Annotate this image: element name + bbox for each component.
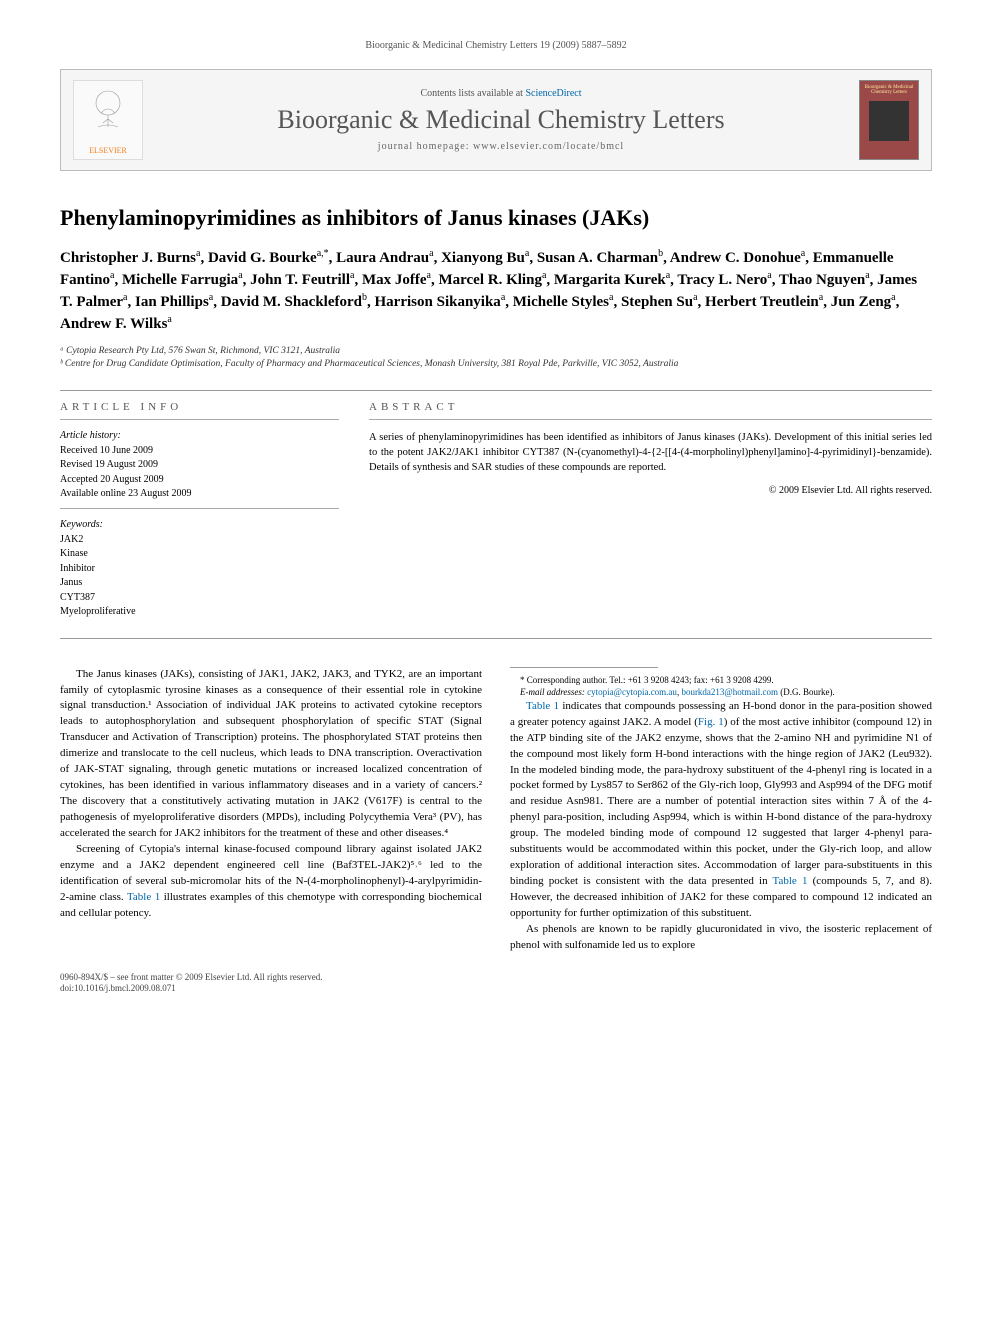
- journal-name: Bioorganic & Medicinal Chemistry Letters: [159, 105, 843, 135]
- sciencedirect-link[interactable]: ScienceDirect: [525, 88, 581, 99]
- history-accepted: Accepted 20 August 2009: [60, 473, 339, 488]
- elsevier-label: ELSEVIER: [89, 146, 127, 155]
- running-header: Bioorganic & Medicinal Chemistry Letters…: [60, 40, 932, 51]
- body-p4: As phenols are known to be rapidly glucu…: [510, 922, 932, 954]
- table1-link[interactable]: Table 1: [526, 700, 559, 712]
- rule-bottom: [60, 638, 932, 639]
- table1-link[interactable]: Table 1: [773, 875, 808, 887]
- affiliations: ᵃ Cytopia Research Pty Ltd, 576 Swan St,…: [60, 345, 932, 372]
- doi-line: doi:10.1016/j.bmcl.2009.08.071: [60, 983, 932, 995]
- abstract-text: A series of phenylaminopyrimidines has b…: [369, 430, 932, 476]
- abstract-column: ABSTRACT A series of phenylaminopyrimidi…: [369, 401, 932, 620]
- cover-image-placeholder: [869, 101, 909, 141]
- contents-available-line: Contents lists available at ScienceDirec…: [159, 88, 843, 99]
- front-matter-footer: 0960-894X/$ – see front matter © 2009 El…: [60, 972, 932, 995]
- masthead-center: Contents lists available at ScienceDirec…: [159, 88, 843, 152]
- abstract-heading: ABSTRACT: [369, 401, 932, 413]
- email-link-1[interactable]: cytopia@cytopia.com.au: [587, 687, 677, 697]
- journal-masthead: ELSEVIER Contents lists available at Sci…: [60, 69, 932, 171]
- info-rule-1: [60, 419, 339, 420]
- footnote-rule: [510, 667, 658, 668]
- email-label: E-mail addresses:: [520, 687, 587, 697]
- keyword: JAK2: [60, 533, 339, 548]
- email-link-2[interactable]: bourkda213@hotmail.com: [681, 687, 778, 697]
- article-info-heading: ARTICLE INFO: [60, 401, 339, 413]
- body-p3: Table 1 indicates that compounds possess…: [510, 699, 932, 922]
- elsevier-tree-icon: [83, 85, 133, 135]
- abstract-rule: [369, 419, 932, 420]
- corresponding-author-note: * Corresponding author. Tel.: +61 3 9208…: [510, 674, 932, 687]
- keyword: Kinase: [60, 547, 339, 562]
- email-tail: (D.G. Bourke).: [778, 687, 835, 697]
- journal-cover-thumbnail: Bioorganic & Medicinal Chemistry Letters: [859, 80, 919, 160]
- journal-homepage: journal homepage: www.elsevier.com/locat…: [159, 141, 843, 152]
- history-label: Article history:: [60, 430, 339, 441]
- history-revised: Revised 19 August 2009: [60, 458, 339, 473]
- keyword: CYT387: [60, 591, 339, 606]
- elsevier-logo: ELSEVIER: [73, 80, 143, 160]
- history-received: Received 10 June 2009: [60, 444, 339, 459]
- article-title: Phenylaminopyrimidines as inhibitors of …: [60, 205, 932, 231]
- keywords-label: Keywords:: [60, 519, 339, 530]
- contents-prefix: Contents lists available at: [420, 88, 525, 99]
- author-list: Christopher J. Burnsa, David G. Bourkea,…: [60, 247, 932, 335]
- keyword: Janus: [60, 576, 339, 591]
- table1-link[interactable]: Table 1: [127, 891, 160, 903]
- affiliation-a: ᵃ Cytopia Research Pty Ltd, 576 Swan St,…: [60, 345, 932, 358]
- article-info-column: ARTICLE INFO Article history: Received 1…: [60, 401, 339, 620]
- history-online: Available online 23 August 2009: [60, 487, 339, 502]
- article-body: The Janus kinases (JAKs), consisting of …: [60, 667, 932, 954]
- fig1-link[interactable]: Fig. 1: [698, 716, 724, 728]
- body-p1: The Janus kinases (JAKs), consisting of …: [60, 667, 482, 842]
- body-p3-text2: ) of the most active inhibitor (compound…: [510, 716, 932, 887]
- body-p2: Screening of Cytopia's internal kinase-f…: [60, 842, 482, 922]
- homepage-url: www.elsevier.com/locate/bmcl: [473, 141, 624, 152]
- issn-line: 0960-894X/$ – see front matter © 2009 El…: [60, 972, 932, 984]
- info-rule-2: [60, 508, 339, 509]
- affiliation-b: ᵇ Centre for Drug Candidate Optimisation…: [60, 358, 932, 371]
- info-abstract-row: ARTICLE INFO Article history: Received 1…: [60, 401, 932, 620]
- homepage-prefix: journal homepage:: [378, 141, 473, 152]
- email-note: E-mail addresses: cytopia@cytopia.com.au…: [510, 686, 932, 699]
- keyword: Inhibitor: [60, 562, 339, 577]
- cover-title: Bioorganic & Medicinal Chemistry Letters: [864, 85, 914, 95]
- copyright-line: © 2009 Elsevier Ltd. All rights reserved…: [369, 485, 932, 496]
- footnote-block: * Corresponding author. Tel.: +61 3 9208…: [510, 667, 932, 699]
- rule-top: [60, 390, 932, 391]
- keyword: Myeloproliferative: [60, 605, 339, 620]
